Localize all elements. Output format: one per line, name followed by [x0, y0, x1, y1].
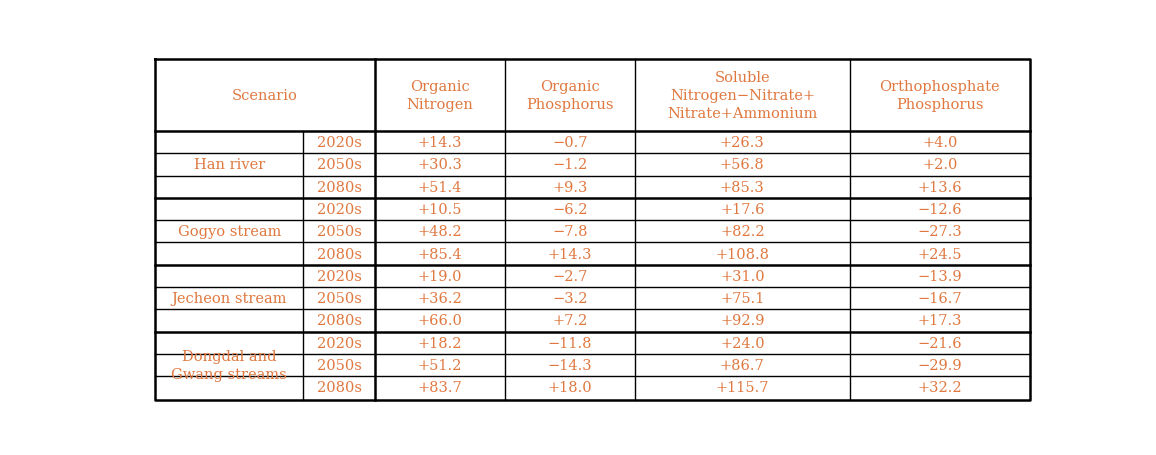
Text: +10.5: +10.5 [417, 202, 462, 217]
Text: Han river: Han river [193, 158, 265, 172]
Text: 2020s: 2020s [317, 202, 362, 217]
Text: Scenario: Scenario [232, 89, 298, 103]
Text: +13.6: +13.6 [918, 180, 962, 194]
Text: +9.3: +9.3 [553, 180, 587, 194]
Text: −7.8: −7.8 [553, 225, 587, 239]
Text: 2020s: 2020s [317, 136, 362, 150]
Text: +83.7: +83.7 [417, 380, 462, 394]
Text: −2.7: −2.7 [553, 269, 587, 283]
Text: +85.3: +85.3 [720, 180, 765, 194]
Text: +19.0: +19.0 [417, 269, 462, 283]
Text: −6.2: −6.2 [553, 202, 587, 217]
Text: +7.2: +7.2 [553, 314, 587, 328]
Text: +31.0: +31.0 [720, 269, 764, 283]
Text: −3.2: −3.2 [553, 292, 587, 305]
Text: −27.3: −27.3 [918, 225, 962, 239]
Text: +32.2: +32.2 [918, 380, 962, 394]
Text: −11.8: −11.8 [548, 336, 592, 350]
Text: 2080s: 2080s [317, 314, 362, 328]
Text: +26.3: +26.3 [720, 136, 765, 150]
Text: Jecheon stream: Jecheon stream [171, 292, 287, 305]
Text: −29.9: −29.9 [918, 358, 962, 372]
Text: +18.0: +18.0 [548, 380, 592, 394]
Text: +56.8: +56.8 [720, 158, 765, 172]
Text: −1.2: −1.2 [553, 158, 587, 172]
Text: 2020s: 2020s [317, 269, 362, 283]
Text: +115.7: +115.7 [716, 380, 769, 394]
Text: −0.7: −0.7 [553, 136, 587, 150]
Text: Soluble
Nitrogen−Nitrate+
Nitrate+Ammonium: Soluble Nitrogen−Nitrate+ Nitrate+Ammoni… [667, 71, 817, 121]
Text: +18.2: +18.2 [417, 336, 462, 350]
Text: +24.5: +24.5 [918, 247, 962, 261]
Text: +30.3: +30.3 [417, 158, 462, 172]
Text: +92.9: +92.9 [720, 314, 764, 328]
Text: +24.0: +24.0 [720, 336, 764, 350]
Text: Orthophosphate
Phosphorus: Orthophosphate Phosphorus [880, 80, 1000, 112]
Text: +51.2: +51.2 [417, 358, 462, 372]
Text: 2080s: 2080s [317, 180, 362, 194]
Text: 2050s: 2050s [317, 225, 362, 239]
Text: −14.3: −14.3 [548, 358, 592, 372]
Text: 2080s: 2080s [317, 380, 362, 394]
Text: +17.3: +17.3 [918, 314, 962, 328]
Text: Organic
Phosphorus: Organic Phosphorus [526, 80, 614, 112]
Text: +82.2: +82.2 [720, 225, 764, 239]
Text: +66.0: +66.0 [417, 314, 462, 328]
Text: −16.7: −16.7 [918, 292, 962, 305]
Text: +17.6: +17.6 [720, 202, 764, 217]
Text: 2050s: 2050s [317, 358, 362, 372]
Text: +86.7: +86.7 [720, 358, 765, 372]
Text: −12.6: −12.6 [918, 202, 962, 217]
Text: +4.0: +4.0 [922, 136, 957, 150]
Text: +14.3: +14.3 [548, 247, 592, 261]
Text: 2050s: 2050s [317, 158, 362, 172]
Text: Gogyo stream: Gogyo stream [178, 225, 281, 239]
Text: +36.2: +36.2 [417, 292, 462, 305]
Text: +85.4: +85.4 [417, 247, 462, 261]
Text: 2080s: 2080s [317, 247, 362, 261]
Text: Dongdal and
Gwang streams: Dongdal and Gwang streams [171, 349, 287, 381]
Text: +75.1: +75.1 [720, 292, 764, 305]
Text: 2050s: 2050s [317, 292, 362, 305]
Text: +51.4: +51.4 [417, 180, 462, 194]
Text: Organic
Nitrogen: Organic Nitrogen [407, 80, 474, 112]
Text: +14.3: +14.3 [417, 136, 462, 150]
Text: −13.9: −13.9 [918, 269, 962, 283]
Text: +48.2: +48.2 [417, 225, 462, 239]
Text: +108.8: +108.8 [716, 247, 770, 261]
Text: +2.0: +2.0 [922, 158, 957, 172]
Text: 2020s: 2020s [317, 336, 362, 350]
Text: −21.6: −21.6 [918, 336, 962, 350]
